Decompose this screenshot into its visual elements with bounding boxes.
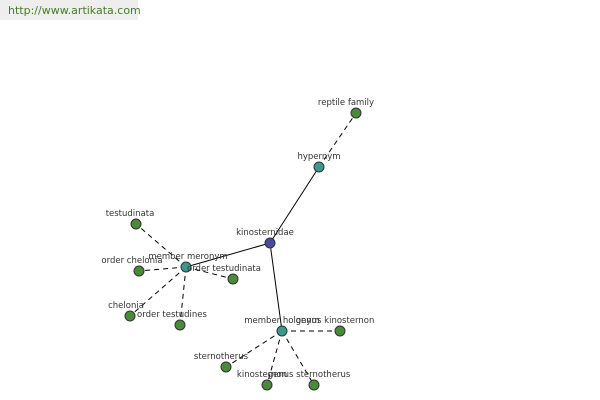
node[interactable] [264, 237, 276, 249]
edge [266, 330, 283, 386]
node[interactable] [334, 325, 346, 337]
node-label: sternotherus [194, 352, 249, 362]
node[interactable] [313, 161, 325, 173]
node-label: kinosternon [237, 370, 287, 380]
node[interactable] [227, 273, 239, 285]
edge [135, 223, 187, 268]
node-label: genus sternotherus [268, 370, 351, 380]
node[interactable] [276, 325, 288, 337]
node-label: chelonia [108, 301, 144, 311]
node[interactable] [261, 379, 273, 391]
node-label: genus kinosternon [296, 316, 375, 326]
edges [129, 112, 357, 386]
node[interactable] [220, 361, 232, 373]
node[interactable] [130, 218, 142, 230]
nodes [124, 107, 362, 391]
edge [129, 266, 187, 317]
edge [269, 166, 320, 244]
url-text[interactable]: http://www.artikata.com [8, 4, 141, 17]
labels: kinosternidae hypernym reptile family me… [101, 98, 374, 380]
edge [318, 112, 357, 168]
node[interactable] [308, 379, 320, 391]
node-label: reptile family [318, 98, 374, 108]
node[interactable] [133, 265, 145, 277]
node[interactable] [180, 261, 192, 273]
edge [185, 242, 271, 268]
node-label: order chelonia [101, 256, 162, 266]
edge [138, 266, 187, 272]
node-label: order testudinata [187, 264, 261, 274]
url-bar [0, 0, 138, 20]
edge [225, 330, 283, 368]
node[interactable] [124, 310, 136, 322]
edge [179, 266, 187, 326]
edge [281, 330, 315, 386]
edge [269, 242, 283, 332]
edge [185, 266, 234, 280]
node-label: member meronym [148, 252, 227, 262]
node-label: member holonym [244, 316, 319, 326]
node-label: order testudines [137, 310, 207, 320]
node-label: kinosternidae [236, 228, 294, 238]
node-label: testudinata [106, 209, 155, 219]
node-label: hypernym [297, 152, 340, 162]
node[interactable] [174, 319, 186, 331]
node[interactable] [350, 107, 362, 119]
